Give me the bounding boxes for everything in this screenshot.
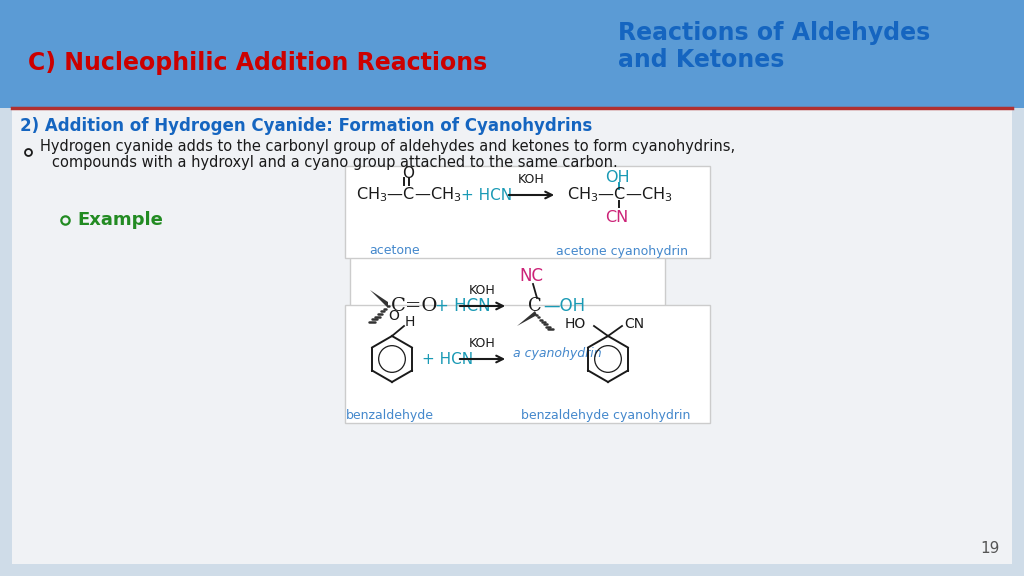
Text: C) Nucleophilic Addition Reactions: C) Nucleophilic Addition Reactions: [28, 51, 487, 75]
Text: CN: CN: [605, 210, 629, 225]
Text: KOH: KOH: [469, 337, 496, 350]
Text: + HCN: + HCN: [435, 297, 490, 315]
Text: Hydrogen cyanide adds to the carbonyl group of aldehydes and ketones to form cya: Hydrogen cyanide adds to the carbonyl gr…: [40, 138, 735, 153]
FancyBboxPatch shape: [350, 248, 665, 363]
Text: C: C: [528, 297, 542, 315]
FancyBboxPatch shape: [345, 305, 710, 423]
Text: —OH: —OH: [543, 297, 585, 315]
Bar: [0, 0, 1024, 108]
Text: CH$_3$—C—CH$_3$: CH$_3$—C—CH$_3$: [567, 185, 673, 204]
Text: O: O: [402, 165, 414, 180]
Text: OH: OH: [605, 169, 630, 184]
Polygon shape: [517, 311, 537, 326]
Text: benzaldehyde cyanohydrin: benzaldehyde cyanohydrin: [521, 410, 690, 423]
Text: + HCN: + HCN: [422, 351, 473, 366]
Text: NC: NC: [519, 267, 543, 285]
Text: CH$_3$—C—CH$_3$: CH$_3$—C—CH$_3$: [356, 185, 462, 204]
Text: H: H: [404, 315, 415, 329]
Text: acetone: acetone: [370, 244, 420, 257]
Text: 2) Addition of Hydrogen Cyanide: Formation of Cyanohydrins: 2) Addition of Hydrogen Cyanide: Formati…: [20, 117, 592, 135]
Polygon shape: [370, 290, 388, 308]
Text: Reactions of Aldehydes: Reactions of Aldehydes: [618, 21, 930, 45]
Text: compounds with a hydroxyl and a cyano group attached to the same carbon.: compounds with a hydroxyl and a cyano gr…: [52, 156, 617, 170]
Text: and Ketones: and Ketones: [618, 48, 784, 72]
Text: O: O: [388, 309, 399, 323]
Text: a cyanohydrin: a cyanohydrin: [513, 347, 601, 361]
Text: KOH: KOH: [469, 284, 496, 297]
Bar: [12, 108, 1012, 564]
Text: C=O: C=O: [391, 297, 438, 315]
Text: HO: HO: [565, 317, 586, 331]
Text: KOH: KOH: [517, 173, 545, 186]
FancyBboxPatch shape: [345, 166, 710, 258]
Text: + HCN: + HCN: [461, 188, 512, 203]
Text: CN: CN: [624, 317, 644, 331]
Text: Example: Example: [77, 211, 163, 229]
Text: 19: 19: [981, 541, 1000, 556]
Text: benzaldehyde: benzaldehyde: [346, 410, 434, 423]
Text: acetone cyanohydrin: acetone cyanohydrin: [556, 244, 688, 257]
